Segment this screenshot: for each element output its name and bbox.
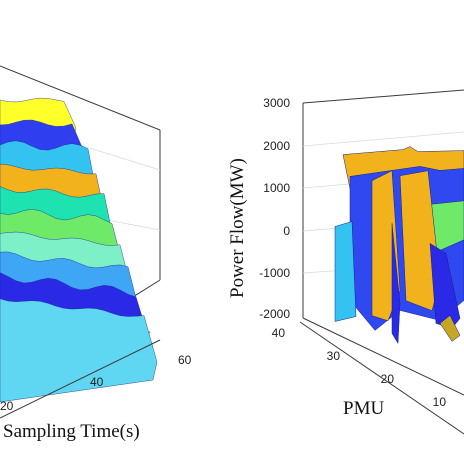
right-surface-sheets bbox=[334, 146, 464, 345]
right-z-axis-title: Power Flow(MW) bbox=[227, 158, 248, 298]
pmu-tick-label: 10 bbox=[433, 395, 447, 409]
left-surface-chart: 20 40 60 Sampling Time(s) bbox=[0, 65, 192, 442]
x-tick-label-20: 20 bbox=[0, 399, 14, 413]
right-surface-chart: 3000 2000 1000 0 -1000 -2000 Power Flow(… bbox=[227, 89, 464, 435]
z-tick-label: 3000 bbox=[263, 96, 290, 110]
x-tick-label-40: 40 bbox=[90, 375, 104, 389]
left-x-axis: 20 40 60 bbox=[0, 339, 192, 419]
surface-sheet-5b bbox=[429, 242, 461, 329]
right-z-axis: 3000 2000 1000 0 -1000 -2000 bbox=[259, 96, 290, 321]
right-pmu-axis: 40 30 20 10 bbox=[272, 321, 464, 435]
z-tick-label: -2000 bbox=[259, 307, 290, 321]
right-x-axis-title: PMU bbox=[343, 398, 384, 419]
surface-sheet-5 bbox=[391, 223, 401, 345]
z-tick-label: -1000 bbox=[259, 266, 290, 280]
left-x-axis-title: Sampling Time(s) bbox=[3, 421, 140, 442]
z-tick-label: 0 bbox=[283, 224, 290, 238]
pmu-tick-label: 30 bbox=[327, 349, 341, 363]
x-tick-label-60: 60 bbox=[178, 353, 192, 367]
surface-sheet-3 bbox=[334, 221, 357, 322]
pmu-tick-label: 20 bbox=[381, 372, 395, 386]
z-tick-label: 1000 bbox=[263, 181, 290, 195]
surface-sheet-5c bbox=[439, 315, 461, 342]
pmu-tick-label: 40 bbox=[272, 326, 286, 340]
left-surface-ridges bbox=[0, 97, 158, 403]
left-ridge-9 bbox=[0, 298, 158, 403]
z-tick-label: 2000 bbox=[263, 139, 290, 153]
